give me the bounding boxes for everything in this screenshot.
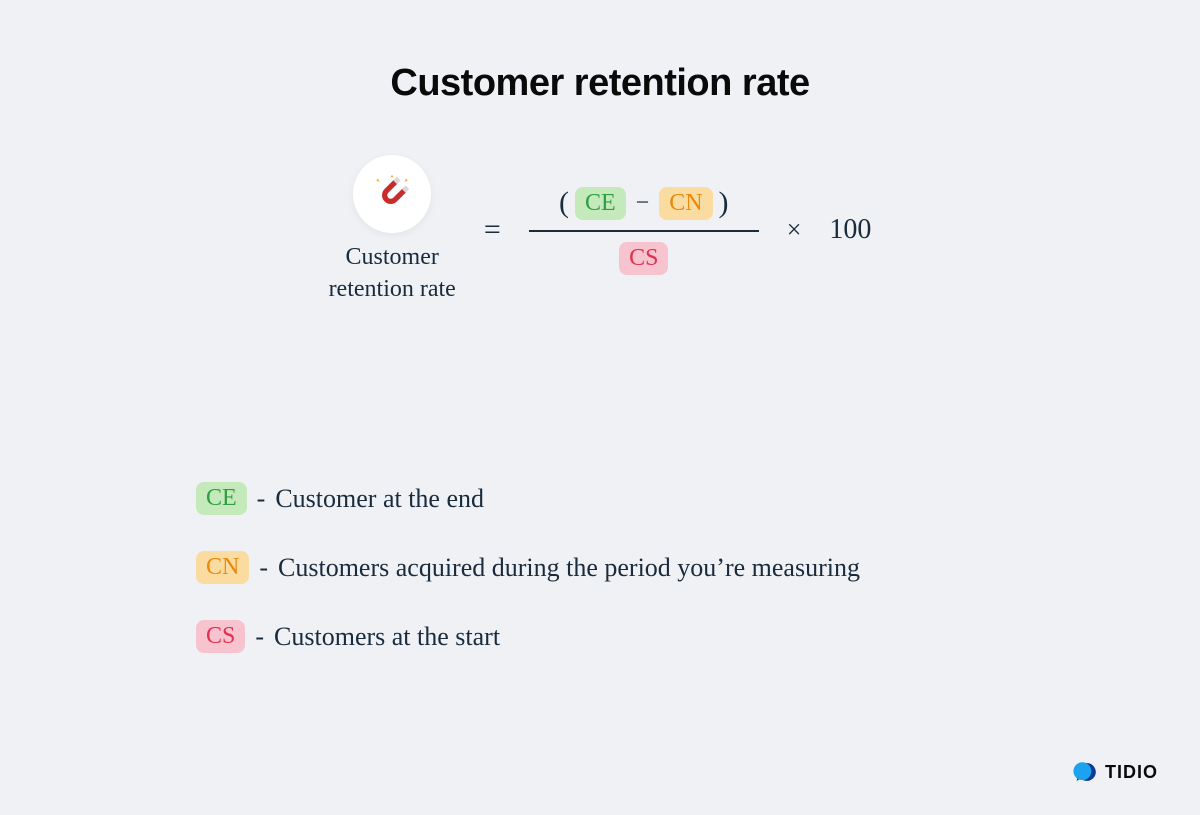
badge-ce-formula: CE	[575, 187, 626, 220]
legend-row-ce: CE - Customer at the end	[196, 482, 860, 515]
magnet-icon	[371, 173, 413, 215]
formula-row: Customer retention rate = ( CE − CN ) CS…	[0, 155, 1200, 306]
legend: CE - Customer at the end CN - Customers …	[196, 482, 860, 653]
badge-cs-legend: CS	[196, 620, 245, 653]
magnet-icon-circle	[353, 155, 431, 233]
legend-text-cn: Customers acquired during the period you…	[278, 553, 860, 583]
minus-sign: −	[632, 190, 654, 217]
brand-text: TIDIO	[1105, 762, 1158, 783]
numerator: ( CE − CN )	[559, 186, 729, 220]
formula-lhs-label: Customer retention rate	[329, 241, 456, 306]
badge-cn-legend: CN	[196, 551, 249, 584]
fraction: ( CE − CN ) CS	[529, 186, 759, 275]
formula-lhs: Customer retention rate	[329, 155, 456, 306]
denominator: CS	[619, 242, 668, 275]
legend-text-cs: Customers at the start	[274, 622, 500, 652]
badge-cn-formula: CN	[659, 187, 712, 220]
legend-dash: -	[257, 484, 266, 514]
badge-cs-formula: CS	[619, 242, 668, 275]
legend-row-cn: CN - Customers acquired during the perio…	[196, 551, 860, 584]
legend-text-ce: Customer at the end	[275, 484, 484, 514]
brand-logo: TIDIO	[1071, 759, 1158, 785]
paren-open: (	[559, 186, 569, 220]
equals-sign: =	[484, 213, 501, 247]
hundred-value: 100	[829, 214, 871, 246]
lhs-label-line2: retention rate	[329, 276, 456, 302]
paren-close: )	[719, 186, 729, 220]
legend-row-cs: CS - Customers at the start	[196, 620, 860, 653]
tidio-bubble-icon	[1071, 759, 1097, 785]
times-sign: ×	[787, 215, 802, 245]
legend-dash: -	[255, 622, 264, 652]
fraction-bar	[529, 230, 759, 232]
page-title: Customer retention rate	[0, 62, 1200, 105]
legend-dash: -	[259, 553, 268, 583]
lhs-label-line1: Customer	[346, 244, 439, 270]
badge-ce-legend: CE	[196, 482, 247, 515]
